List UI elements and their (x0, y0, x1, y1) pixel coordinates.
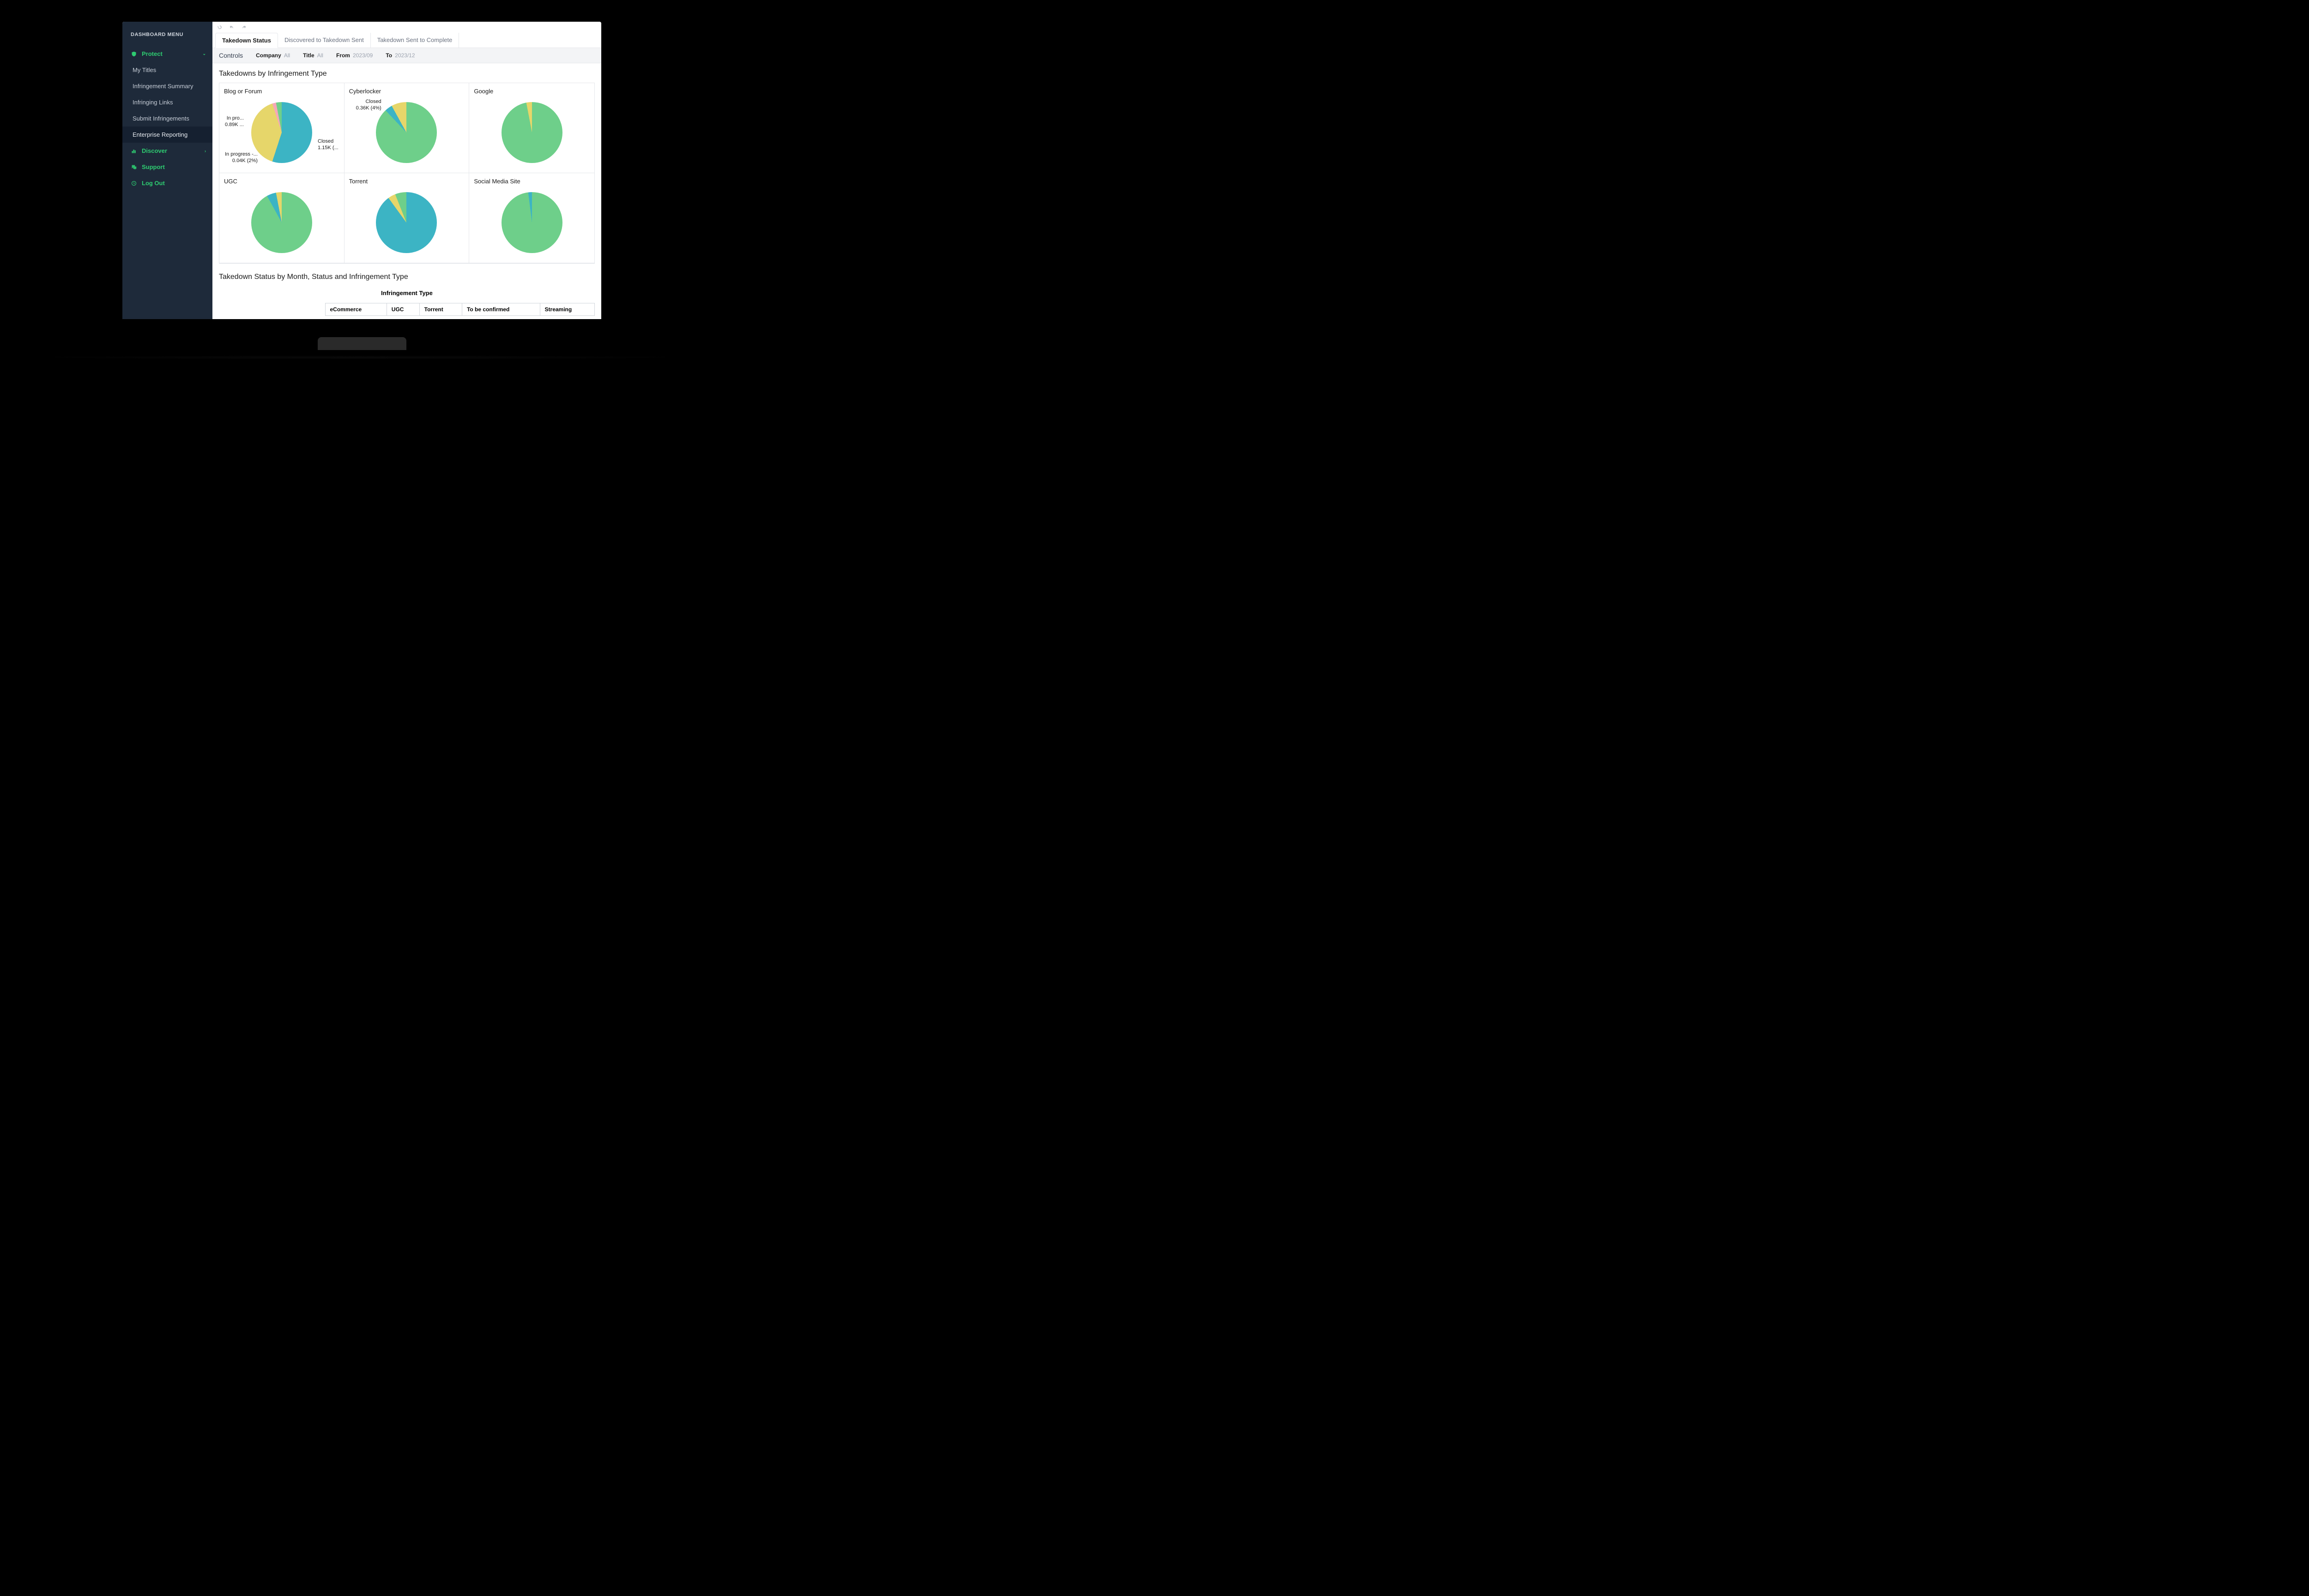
section2-title: Takedown Status by Month, Status and Inf… (219, 273, 595, 281)
menu-label: Infringement Summary (133, 83, 193, 90)
menu-label: Support (142, 163, 165, 170)
section-title: Takedowns by Infringement Type (219, 70, 595, 78)
filter-key: To (386, 52, 392, 59)
pie-label: In progress -...0.04K (2%) (225, 151, 258, 164)
menu-label: Submit Infringements (133, 115, 189, 122)
chat-icon (131, 164, 137, 170)
sidebar-item-protect[interactable]: Protect ⌄ (122, 46, 212, 62)
sidebar-item-support[interactable]: Support (122, 159, 212, 175)
sidebar-title: DASHBOARD MENU (122, 22, 212, 46)
filter-value: All (317, 52, 323, 59)
menu-label: My Titles (133, 66, 156, 73)
tab-takedown-sent-to-complete[interactable]: Takedown Sent to Complete (371, 33, 459, 48)
table-group-header: Infringement Type (219, 286, 595, 300)
chart-ugc: UGC (219, 173, 345, 263)
chart-title: Social Media Site (474, 178, 590, 185)
chart-title: Google (474, 88, 590, 95)
content-area: Takedowns by Infringement Type Blog or F… (212, 63, 601, 319)
redo-step-icon[interactable] (241, 24, 247, 30)
sidebar-item-my-titles[interactable]: My Titles (122, 62, 212, 78)
pie-label: Closed1.15K (... (318, 138, 338, 151)
tabs: Takedown StatusDiscovered to Takedown Se… (212, 33, 601, 48)
filter-to[interactable]: To2023/12 (386, 52, 415, 59)
logout-icon (131, 181, 137, 186)
filter-company[interactable]: CompanyAll (256, 52, 290, 59)
chart-blog-or-forum: Blog or Forum Closed1.15K (... In pro...0.… (219, 83, 345, 173)
tab-takedown-status[interactable]: Takedown Status (215, 33, 278, 48)
chart-title: Cyberlocker (349, 88, 465, 95)
main-content: Takedown StatusDiscovered to Takedown Se… (212, 22, 601, 319)
col-to-be-confirmed[interactable]: To be confirmed (462, 303, 540, 316)
sidebar: DASHBOARD MENU Protect ⌄ My Titles Infringe… (122, 22, 212, 319)
pie-chart (502, 102, 562, 163)
sidebar-item-enterprise-reporting[interactable]: Enterprise Reporting (122, 127, 212, 143)
chart-title: Torrent (349, 178, 465, 185)
toolbar (212, 22, 601, 33)
chevron-icon: › (205, 149, 206, 153)
pie-chart (251, 102, 312, 163)
undo-step-icon[interactable] (229, 24, 235, 30)
shield-icon (131, 51, 137, 57)
chart-cyberlocker: Cyberlocker Closed0.36K (4%) (345, 83, 470, 173)
filter-value: All (284, 52, 290, 59)
controls-bar: Controls CompanyAllTitleAllFrom2023/09To… (212, 48, 601, 63)
chevron-icon: ⌄ (202, 51, 206, 56)
device-notch (318, 337, 406, 350)
menu-label: Log Out (142, 180, 165, 187)
pie-chart (502, 192, 562, 253)
filter-key: Title (303, 52, 314, 59)
undo-icon[interactable] (217, 24, 223, 30)
filter-value: 2023/09 (353, 52, 373, 59)
pie-chart (251, 192, 312, 253)
menu-label: Discover (142, 147, 167, 154)
pie-label: Closed0.36K (4%) (356, 98, 381, 112)
col-torrent[interactable]: Torrent (419, 303, 462, 316)
chart-title: UGC (224, 178, 339, 185)
sidebar-item-infringement-summary[interactable]: Infringement Summary (122, 78, 212, 94)
status-table: eCommerceUGCTorrentTo be confirmedStream… (219, 303, 595, 316)
filter-title[interactable]: TitleAll (303, 52, 323, 59)
sidebar-item-infringing-links[interactable]: Infringing Links (122, 94, 212, 110)
menu-label: Enterprise Reporting (133, 131, 187, 138)
pie-chart (376, 102, 437, 163)
col-streaming[interactable]: Streaming (540, 303, 594, 316)
col-ugc[interactable]: UGC (387, 303, 419, 316)
menu-label: Infringing Links (133, 99, 173, 106)
pie-chart (376, 192, 437, 253)
chart-torrent: Torrent (345, 173, 470, 263)
col-ecommerce[interactable]: eCommerce (325, 303, 387, 316)
tab-discovered-to-takedown-sent[interactable]: Discovered to Takedown Sent (278, 33, 371, 48)
filter-from[interactable]: From2023/09 (336, 52, 373, 59)
chart-title: Blog or Forum (224, 88, 339, 95)
bars-icon (131, 148, 137, 154)
chart-grid: Blog or Forum Closed1.15K (... In pro...0.… (219, 83, 595, 264)
pie-label: In pro...0.89K ... (225, 115, 244, 128)
sidebar-item-discover[interactable]: Discover › (122, 143, 212, 159)
sidebar-item-log-out[interactable]: Log Out (122, 175, 212, 191)
sidebar-item-submit-infringements[interactable]: Submit Infringements (122, 110, 212, 127)
device-shadow (55, 356, 665, 359)
filter-key: Company (256, 52, 281, 59)
chart-google: Google (469, 83, 594, 173)
filter-key: From (336, 52, 350, 59)
chart-social-media-site: Social Media Site (469, 173, 594, 263)
filter-value: 2023/12 (395, 52, 415, 59)
menu-label: Protect (142, 50, 163, 57)
controls-label: Controls (219, 52, 243, 59)
app-window: DASHBOARD MENU Protect ⌄ My Titles Infringe… (122, 22, 601, 319)
